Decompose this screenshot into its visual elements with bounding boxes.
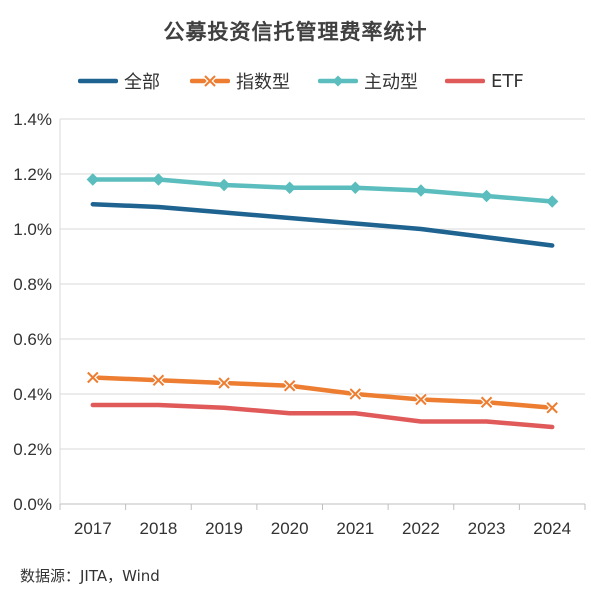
series-line-2 (90, 177, 555, 204)
series-lines (90, 177, 555, 430)
data-point (486, 421, 487, 422)
data-point-marker (348, 387, 362, 401)
data-point-marker (86, 173, 100, 186)
legend-item: 主动型 (318, 66, 418, 96)
gridlines (60, 118, 585, 450)
data-point-marker (217, 178, 231, 192)
legend-label: ETF (491, 70, 524, 92)
data-point (355, 413, 356, 414)
data-point (486, 237, 487, 238)
legend-item: 指数型 (190, 66, 290, 96)
series-line-1 (90, 375, 555, 410)
y-tick-label: 1.4% (13, 110, 52, 129)
data-point (289, 218, 290, 219)
data-point (552, 245, 553, 246)
y-tick-label: 0.6% (13, 330, 52, 349)
x-tick-label: 2024 (533, 519, 571, 538)
legend-swatch (318, 75, 358, 87)
legend-label: 主动型 (364, 72, 418, 93)
legend-swatch (78, 78, 118, 84)
data-point (420, 229, 421, 230)
series-markers (86, 173, 559, 428)
axes (59, 119, 586, 510)
data-point (552, 427, 553, 428)
data-point (158, 405, 159, 406)
data-point (224, 407, 225, 408)
data-point-marker (217, 376, 231, 390)
data-point-marker (545, 195, 559, 208)
legend-swatch (445, 78, 485, 84)
legend-label: 指数型 (236, 72, 290, 93)
x-tick-label: 2020 (271, 519, 309, 538)
chart-title: 公募投资信托管理费率统计 (163, 19, 428, 44)
data-point-marker (414, 392, 428, 407)
data-point (355, 223, 356, 224)
data-point-marker (86, 370, 100, 385)
y-tick-label: 1.0% (13, 220, 52, 239)
series-line-0 (90, 202, 555, 248)
data-point-marker (480, 189, 493, 203)
tick-labels: 0.0% 0.2% 0.4% 0.6% 0.8% 1.0% 1.2% 1.4% 2017 2018… (13, 110, 571, 538)
legend-swatch (190, 74, 230, 88)
data-point (92, 405, 93, 406)
data-point-marker (151, 373, 166, 387)
y-tick-label: 1.2% (13, 165, 52, 184)
x-tick-label: 2019 (205, 519, 243, 538)
data-point-marker (152, 173, 165, 186)
data-point-marker (283, 379, 297, 393)
data-point-marker (283, 181, 296, 194)
x-tick-label: 2017 (74, 519, 112, 538)
x-tick-label: 2023 (468, 519, 506, 538)
x-tick-label: 2022 (402, 519, 440, 538)
data-point (289, 413, 290, 414)
y-tick-label: 0.8% (13, 275, 52, 294)
source-note: 数据源：JITA，Wind (20, 567, 160, 585)
y-tick-label: 0.2% (13, 440, 52, 459)
y-tick-label: 0.4% (13, 385, 52, 404)
legend-item: ETF (445, 66, 524, 96)
data-point-marker (479, 395, 494, 409)
legend-item: 全部 (78, 66, 160, 96)
data-point-marker (414, 184, 428, 197)
chart-legend: 全部 指数型 主动型 ETF (0, 66, 591, 96)
x-tick-label: 2018 (140, 519, 178, 538)
data-point (420, 421, 421, 422)
x-tick-label: 2021 (336, 519, 374, 538)
data-point (92, 204, 93, 205)
y-tick-label: 0.0% (13, 495, 52, 514)
data-point-marker (349, 181, 362, 194)
legend-label: 全部 (124, 72, 160, 93)
data-point (158, 207, 159, 208)
data-point (224, 212, 225, 213)
data-point-marker (545, 401, 559, 415)
series-line-3 (90, 402, 555, 430)
